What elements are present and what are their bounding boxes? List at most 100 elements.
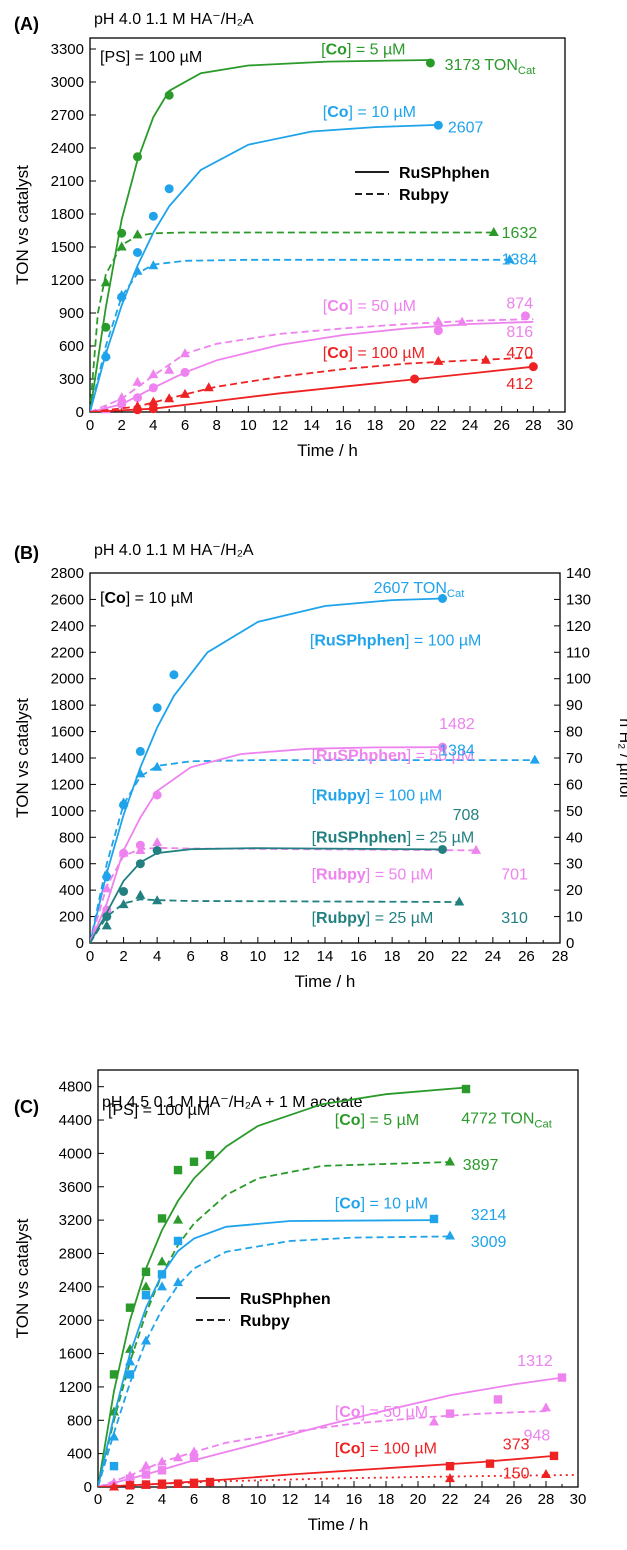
y2-tick-label: 0 [566, 935, 574, 952]
y-tick-label: 3000 [51, 74, 84, 91]
data-point [425, 58, 435, 68]
data-point [180, 367, 190, 377]
data-point [557, 1373, 567, 1382]
x-tick-label: 6 [181, 417, 189, 434]
series-line-6 [90, 898, 460, 943]
conditions-label: [PS] = 100 µM [108, 1102, 210, 1119]
data-point [203, 382, 214, 392]
x-tick-label: 16 [346, 1491, 363, 1508]
y-tick-label: 200 [59, 909, 84, 926]
data-point [152, 790, 162, 800]
y-tick-label: 300 [59, 371, 84, 388]
y-axis-label: TON vs catalyst [13, 698, 32, 818]
y-tick-label: 3600 [59, 1179, 92, 1196]
y-tick-label: 3300 [51, 41, 84, 58]
data-label: 1482 [439, 716, 475, 733]
y-tick-label: 2400 [51, 618, 84, 635]
data-point [520, 311, 530, 321]
series-line-3 [98, 1219, 435, 1487]
x-tick-label: 24 [474, 1491, 491, 1508]
x-tick-label: 2 [126, 1491, 134, 1508]
data-point [471, 844, 482, 854]
x-tick-label: 8 [222, 1491, 230, 1508]
x-tick-label: 10 [250, 1491, 267, 1508]
x-tick-label: 10 [250, 948, 267, 965]
y-tick-label: 0 [84, 1479, 92, 1496]
data-point [157, 1466, 167, 1475]
y2-tick-label: 110 [566, 644, 590, 661]
legend-solid-label: RuSPhphen [399, 165, 490, 182]
y2-tick-label: 130 [566, 591, 591, 608]
x-tick-label: 24 [462, 417, 479, 434]
data-point [438, 844, 447, 854]
y2-axis-label: n H₂ / µmol [616, 718, 627, 797]
data-point [173, 1478, 183, 1488]
data-point [132, 401, 143, 410]
data-point [125, 1370, 135, 1379]
data-point [132, 265, 143, 275]
data-label: 150 [503, 1466, 530, 1483]
data-point [157, 1256, 167, 1266]
x-tick-label: 16 [335, 417, 352, 434]
data-point [445, 1461, 455, 1471]
data-point [480, 354, 491, 364]
y-tick-label: 400 [59, 882, 84, 899]
data-point [157, 1214, 167, 1223]
y-tick-label: 2800 [51, 565, 84, 582]
data-point [118, 899, 129, 909]
x-tick-label: 18 [367, 417, 384, 434]
x-tick-label: 4 [149, 417, 157, 434]
y-tick-label: 1200 [59, 1379, 92, 1396]
y-tick-label: 2100 [51, 173, 84, 190]
y-tick-label: 4000 [59, 1145, 92, 1162]
x-tick-label: 6 [190, 1491, 198, 1508]
data-point [164, 393, 175, 403]
x-tick-label: 8 [220, 948, 228, 965]
data-label: [Co] = 100 µM [335, 1441, 437, 1458]
x-tick-label: 0 [86, 417, 94, 434]
data-label: 1384 [502, 252, 538, 269]
data-point [488, 226, 499, 236]
y-tick-label: 2400 [51, 140, 84, 157]
data-point [529, 754, 540, 764]
data-point [100, 349, 111, 359]
data-point [116, 392, 127, 402]
y-tick-label: 1600 [51, 724, 84, 741]
data-point [132, 376, 143, 386]
data-label: 1384 [439, 742, 475, 759]
y-tick-label: 1800 [51, 206, 84, 223]
x-tick-label: 16 [350, 948, 367, 965]
data-label: 2607 TONCat [374, 580, 466, 600]
series-line-3 [90, 231, 494, 412]
y-tick-label: 800 [59, 829, 84, 846]
x-tick-label: 24 [485, 948, 502, 965]
data-point [438, 742, 447, 752]
x-tick-label: 14 [303, 417, 320, 434]
y-tick-label: 4400 [59, 1112, 92, 1129]
chart-panel-1: 0 2 4 6 8 10 12 14 16 18 20 22 24 26 28 300300600900120… [13, 11, 573, 460]
x-tick-label: 18 [384, 948, 401, 965]
y2-tick-label: 10 [566, 909, 583, 926]
y-tick-label: 1500 [51, 239, 84, 256]
series-line-8 [90, 356, 534, 412]
x-tick-label: 0 [94, 1491, 102, 1508]
data-point [133, 393, 142, 403]
data-point [173, 1452, 183, 1462]
data-point [433, 326, 443, 336]
data-point [429, 1214, 439, 1224]
data-label: [Rubpy] = 25 µM [312, 910, 434, 927]
y-tick-label: 0 [76, 404, 84, 421]
data-point [109, 1481, 119, 1491]
plot-frame [97, 1069, 579, 1488]
y-tick-label: 1200 [51, 272, 84, 289]
data-label: [Co] = 5 µM [321, 42, 405, 59]
y2-tick-label: 60 [566, 776, 583, 793]
series-line-6 [98, 1410, 547, 1487]
data-point [164, 184, 174, 194]
data-point [141, 1460, 151, 1470]
data-label: 412 [506, 376, 533, 393]
data-point [116, 241, 127, 251]
y-tick-label: 2000 [59, 1312, 92, 1329]
data-point [433, 316, 444, 326]
